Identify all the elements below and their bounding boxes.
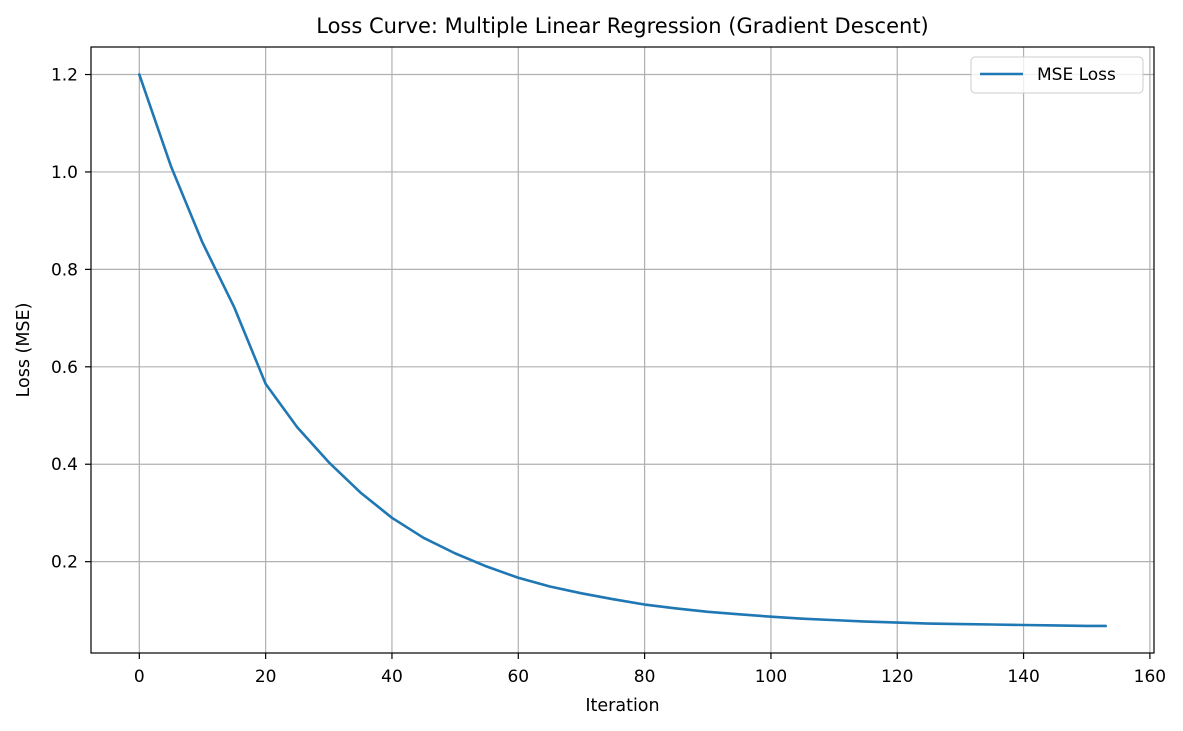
x-tick-label: 20 (255, 667, 277, 687)
y-tick-label: 1.2 (51, 66, 78, 86)
chart-title: Loss Curve: Multiple Linear Regression (… (316, 14, 929, 38)
x-ticks: 0 20 40 60 80 100 120 140 160 (134, 653, 1166, 687)
legend: MSE Loss (970, 56, 1144, 94)
x-tick-label: 120 (881, 667, 913, 687)
y-tick-label: 1.0 (51, 163, 78, 183)
y-axis-title: Loss (MSE) (14, 303, 34, 398)
y-tick-label: 0.2 (51, 553, 78, 573)
series-line-mse-loss (138, 73, 1107, 628)
legend-label-mse-loss: MSE Loss (1037, 65, 1116, 85)
plot-frame (90, 46, 1155, 654)
y-tick-label: 0.6 (51, 358, 78, 378)
y-tick-label: 0.8 (51, 260, 78, 280)
x-tick-label: 100 (755, 667, 787, 687)
legend-box (970, 56, 1144, 94)
series-layer (138, 73, 1107, 628)
x-tick-label: 160 (1134, 667, 1166, 687)
x-tick-label: 40 (381, 667, 403, 687)
x-tick-label: 140 (1007, 667, 1039, 687)
x-tick-label: 80 (634, 667, 656, 687)
y-tick-label: 0.4 (51, 455, 78, 475)
y-ticks: 0.2 0.4 0.6 0.8 1.0 1.2 (51, 66, 91, 573)
x-tick-label: 0 (134, 667, 145, 687)
x-tick-label: 60 (507, 667, 529, 687)
grid-layer (91, 47, 1154, 653)
x-axis-title: Iteration (585, 696, 659, 716)
